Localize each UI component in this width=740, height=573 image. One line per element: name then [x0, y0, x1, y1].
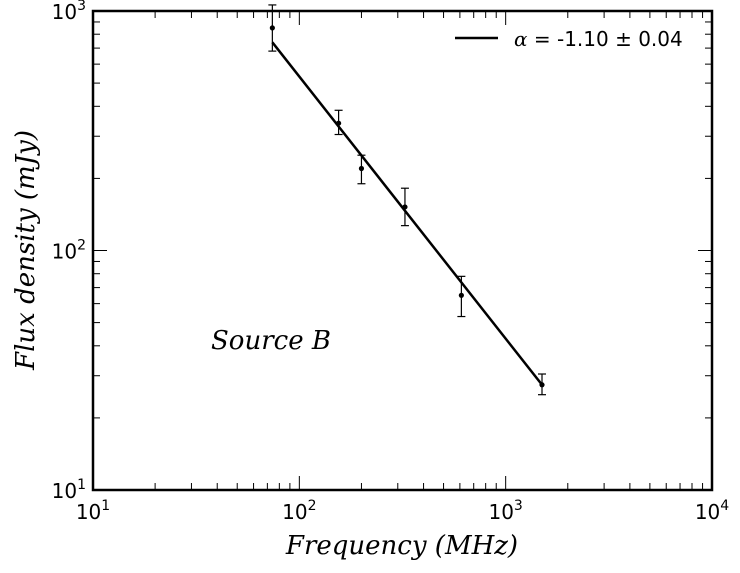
y-tick-base: 10 — [52, 0, 77, 24]
data-points — [268, 4, 547, 396]
y-tick-label: 101 — [52, 477, 86, 503]
x-tick-labels: 101 102 103 104 — [76, 498, 729, 524]
plot-frame — [91, 9, 714, 492]
y-tick-exponent: 2 — [77, 238, 86, 254]
x-tick-exponent: 3 — [514, 498, 523, 514]
y-tick-label: 103 — [52, 0, 86, 24]
x-tick-base: 10 — [76, 500, 101, 524]
y-tick-label: 102 — [52, 238, 86, 264]
y-tick-base: 10 — [52, 240, 77, 264]
legend-alpha-symbol: α — [514, 27, 528, 51]
fit-line — [271, 41, 543, 386]
axis-ticks — [92, 11, 712, 491]
data-point — [269, 25, 275, 31]
data-point — [358, 165, 365, 172]
legend: α = -1.10 ± 0.04 — [455, 27, 683, 51]
y-tick-base: 10 — [52, 479, 77, 503]
x-tick-exponent: 2 — [308, 498, 317, 514]
x-axis-title: Frequency (MHz) — [285, 531, 518, 561]
x-tick-base: 10 — [282, 500, 307, 524]
x-tick-label: 104 — [695, 498, 729, 524]
y-tick-exponent: 3 — [77, 0, 86, 14]
source-annotation: Source B — [211, 326, 331, 356]
data-point — [336, 120, 342, 126]
x-tick-label: 101 — [76, 498, 110, 524]
y-axis-title: Flux density (mJy) — [11, 130, 41, 371]
y-tick-exponent: 1 — [77, 477, 86, 493]
x-tick-exponent: 1 — [101, 498, 110, 514]
x-tick-base: 10 — [488, 500, 513, 524]
x-tick-label: 103 — [488, 498, 522, 524]
legend-label: α = -1.10 ± 0.04 — [514, 27, 683, 51]
x-tick-exponent: 4 — [720, 498, 729, 514]
data-point — [458, 292, 464, 298]
data-point — [539, 382, 545, 388]
x-tick-base: 10 — [695, 500, 720, 524]
legend-value: = -1.10 ± 0.04 — [528, 27, 683, 51]
fit-line-group — [271, 41, 543, 386]
x-tick-label: 102 — [282, 498, 316, 524]
data-point — [402, 204, 408, 210]
